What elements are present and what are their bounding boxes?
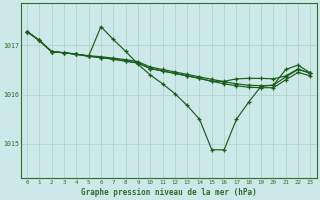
X-axis label: Graphe pression niveau de la mer (hPa): Graphe pression niveau de la mer (hPa) bbox=[81, 188, 257, 197]
